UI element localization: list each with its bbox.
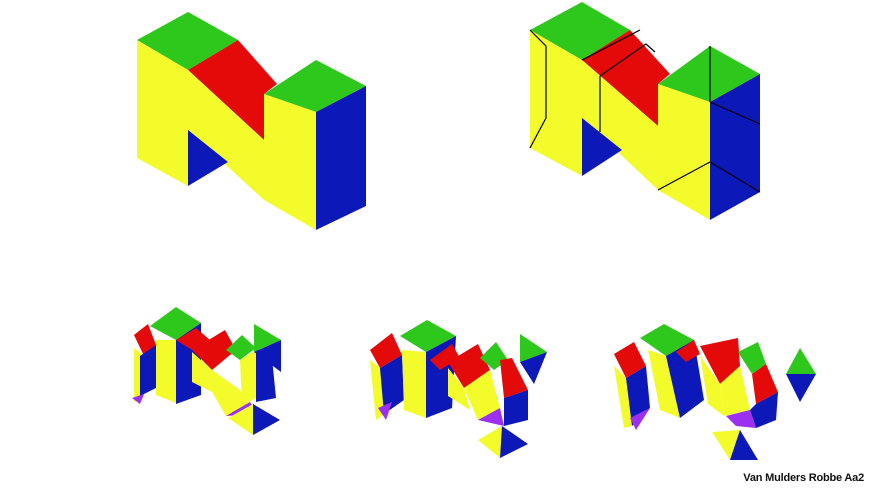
n1-right-blue [316, 86, 366, 230]
exploded-stage-1 [132, 307, 281, 435]
n2-top-right-green [658, 46, 760, 102]
n2-top-left-green [530, 2, 630, 60]
n2-front-yellow [530, 30, 710, 220]
n2-cut-lines [529, 29, 761, 193]
n-logo-cut [529, 2, 761, 220]
n1-front-yellow [137, 40, 316, 230]
n1-top-red [188, 40, 277, 140]
n1-notch-blue [188, 130, 228, 186]
exploded-stage-2 [370, 320, 547, 458]
n-logo-full [137, 12, 366, 230]
n1-top-left-green [137, 12, 238, 70]
n2-top-red [582, 30, 670, 126]
n2-notch-blue [582, 118, 622, 176]
n2-right-blue [710, 74, 760, 220]
author-credit: Van Mulders Robbe Aa2 [743, 472, 864, 484]
n1-top-right-green [264, 60, 366, 112]
exploded-stage-3 [614, 324, 816, 460]
